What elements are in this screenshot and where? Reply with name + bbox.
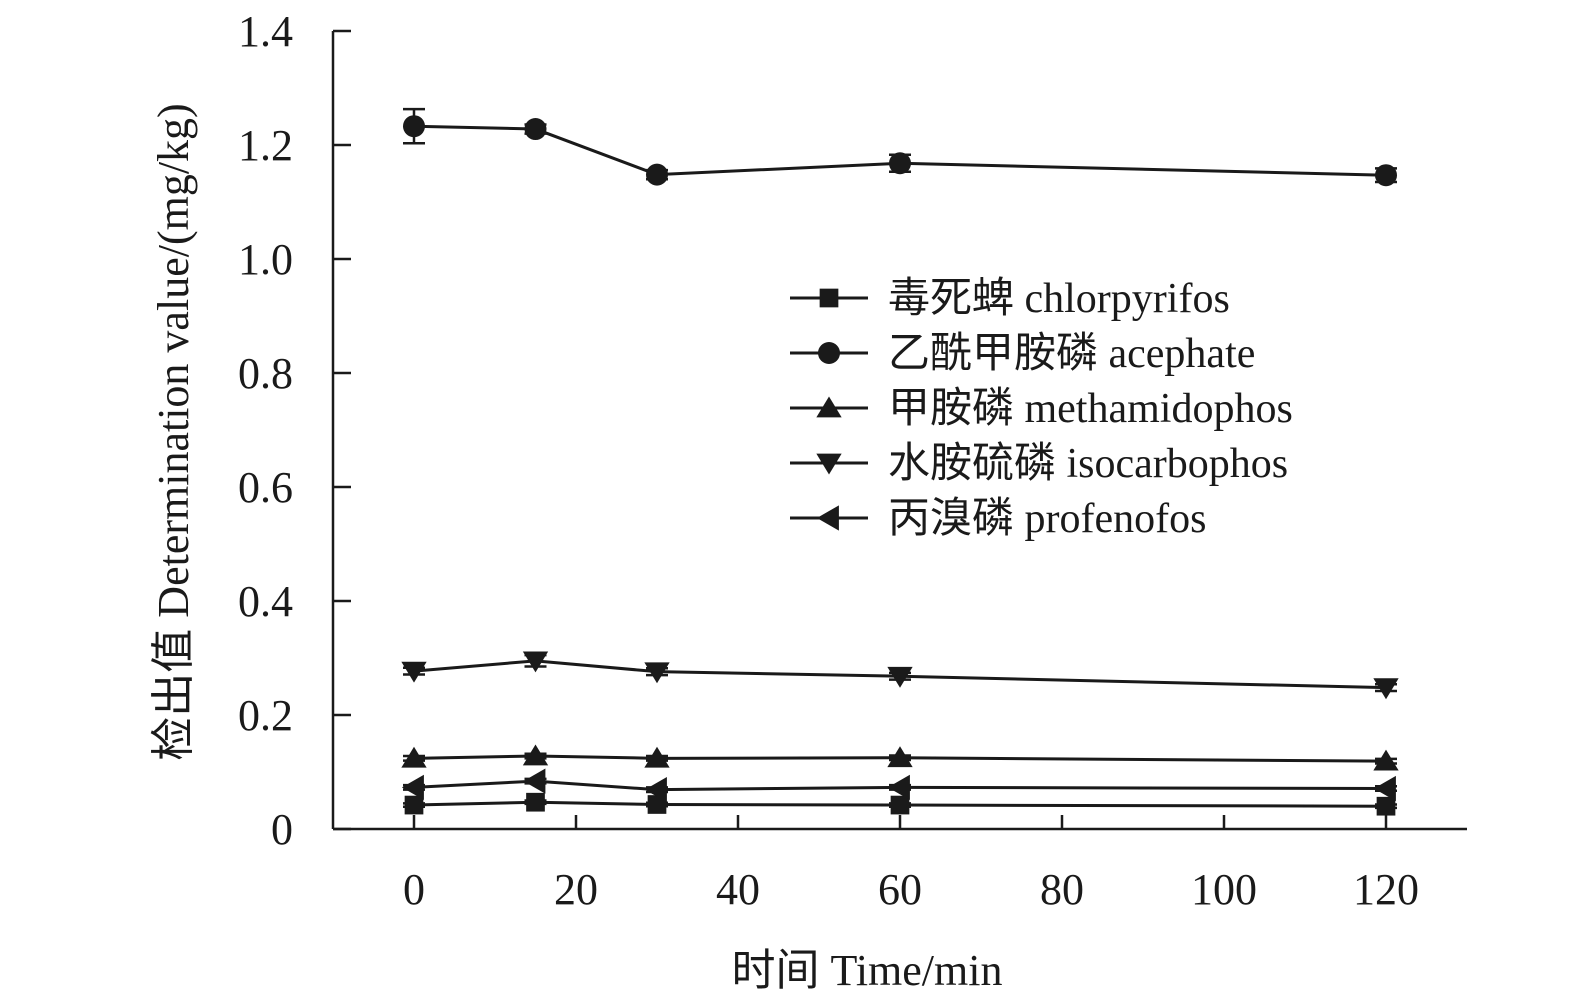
data-point xyxy=(1375,164,1397,187)
data-point xyxy=(646,163,668,186)
series-1 xyxy=(403,107,1397,187)
y-tick-label: 0.6 xyxy=(238,463,293,512)
data-point xyxy=(887,746,913,768)
legend-label: 丙溴磷 profenofos xyxy=(888,496,1206,542)
series-2 xyxy=(401,744,1399,771)
legend: 毒死蜱 chlorpyrifos 乙酰甲胺磷 acephate 甲胺磷 metham… xyxy=(790,276,1293,542)
legend-label: 毒死蜱 chlorpyrifos xyxy=(888,276,1230,322)
data-point xyxy=(647,795,667,814)
legend-item-1: 乙酰甲胺磷 acephate xyxy=(790,331,1255,377)
data-point xyxy=(644,662,670,684)
series-layer xyxy=(401,107,1399,816)
data-point xyxy=(522,744,549,766)
data-point xyxy=(522,651,549,673)
data-point xyxy=(401,746,427,768)
x-tick-label: 40 xyxy=(716,865,760,914)
data-point xyxy=(404,795,424,815)
legend-marker xyxy=(816,505,839,531)
legend-marker xyxy=(816,453,842,475)
legend-item-2: 甲胺磷 methamidophos xyxy=(790,386,1293,432)
data-point xyxy=(526,792,545,812)
y-tick-label: 0.8 xyxy=(238,349,293,398)
data-point xyxy=(1376,796,1396,816)
data-point xyxy=(1373,678,1399,700)
series-0 xyxy=(403,792,1397,816)
legend-item-4: 丙溴磷 profenofos xyxy=(790,496,1206,542)
y-axis-title: 检出值 Determination value/(mg/kg) xyxy=(149,103,198,760)
data-point xyxy=(887,774,910,801)
x-tick-label: 100 xyxy=(1191,865,1257,914)
x-tick-label: 120 xyxy=(1353,865,1419,914)
axes: 0 20 40 60 80 100 120 0 0.2 0.4 0.6 0.8 1.0 1.2 1.4 xyxy=(238,7,1467,914)
x-tick-label: 80 xyxy=(1040,865,1084,914)
data-point xyxy=(644,777,667,803)
y-tick-label: 1.4 xyxy=(238,7,293,56)
legend-label: 水胺硫磷 isocarbophos xyxy=(888,441,1288,487)
y-tick-label: 1.2 xyxy=(238,121,293,170)
legend-marker xyxy=(818,342,840,364)
legend-marker xyxy=(819,288,839,308)
data-point xyxy=(523,768,546,794)
legend-item-0: 毒死蜱 chlorpyrifos xyxy=(790,276,1230,322)
data-point xyxy=(889,152,911,175)
x-tick-label: 60 xyxy=(878,865,922,914)
y-tick-label: 0.4 xyxy=(238,577,293,626)
data-point xyxy=(1373,749,1399,771)
data-point xyxy=(644,746,670,768)
series-3 xyxy=(401,651,1399,700)
series-4 xyxy=(401,768,1397,803)
data-point xyxy=(1373,775,1396,802)
y-tick-label: 0 xyxy=(271,805,293,854)
y-tick-label: 0.2 xyxy=(238,691,293,740)
data-point xyxy=(401,661,427,683)
legend-item-3: 水胺硫磷 isocarbophos xyxy=(790,441,1288,487)
legend-marker xyxy=(816,396,842,418)
x-tick-label: 20 xyxy=(554,865,598,914)
data-point xyxy=(403,115,425,138)
x-axis-title: 时间 Time/min xyxy=(732,946,1003,995)
legend-label: 甲胺磷 methamidophos xyxy=(888,386,1293,432)
x-tick-label: 0 xyxy=(403,865,425,914)
legend-label: 乙酰甲胺磷 acephate xyxy=(888,331,1255,377)
data-point xyxy=(401,774,424,801)
data-point xyxy=(887,666,913,688)
y-tick-label: 1.0 xyxy=(238,235,293,284)
data-point xyxy=(890,795,910,815)
data-point xyxy=(524,118,547,141)
